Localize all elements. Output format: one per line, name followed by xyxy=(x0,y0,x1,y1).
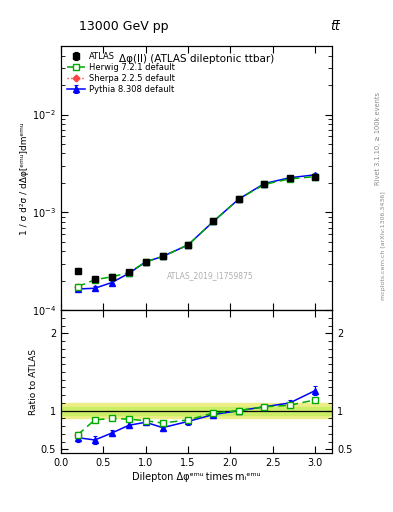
Herwig 7.2.1 default xyxy=(160,253,165,260)
Text: mcplots.cern.ch [arXiv:1306.3436]: mcplots.cern.ch [arXiv:1306.3436] xyxy=(382,191,386,300)
Herwig 7.2.1 default xyxy=(237,196,241,202)
Text: tt̅: tt̅ xyxy=(330,20,340,33)
Herwig 7.2.1 default xyxy=(92,276,97,283)
Line: Herwig 7.2.1 default: Herwig 7.2.1 default xyxy=(75,174,318,290)
Text: ATLAS_2019_I1759875: ATLAS_2019_I1759875 xyxy=(167,271,253,281)
Herwig 7.2.1 default xyxy=(313,174,318,180)
Bar xyxy=(61,403,332,418)
Herwig 7.2.1 default xyxy=(287,176,292,182)
Text: Rivet 3.1.10, ≥ 100k events: Rivet 3.1.10, ≥ 100k events xyxy=(375,92,381,185)
Legend: ATLAS, Herwig 7.2.1 default, Sherpa 2.2.5 default, Pythia 8.308 default: ATLAS, Herwig 7.2.1 default, Sherpa 2.2.… xyxy=(65,50,177,96)
Y-axis label: 1 / σ d²σ / dΔφ[ᵉᵐᵘ]dmᵉᵐᵘ: 1 / σ d²σ / dΔφ[ᵉᵐᵘ]dmᵉᵐᵘ xyxy=(20,122,29,234)
Herwig 7.2.1 default xyxy=(143,259,148,265)
Text: 13000 GeV pp: 13000 GeV pp xyxy=(79,20,168,33)
Herwig 7.2.1 default xyxy=(185,242,190,248)
Y-axis label: Ratio to ATLAS: Ratio to ATLAS xyxy=(29,349,38,415)
Herwig 7.2.1 default xyxy=(211,218,216,224)
Text: Δφ(ll) (ATLAS dileptonic ttbar): Δφ(ll) (ATLAS dileptonic ttbar) xyxy=(119,54,274,64)
X-axis label: Dilepton Δφᵉᵐᵘ times mᵢᵉᵐᵘ: Dilepton Δφᵉᵐᵘ times mᵢᵉᵐᵘ xyxy=(132,472,261,482)
Herwig 7.2.1 default xyxy=(109,274,114,280)
Bar xyxy=(61,407,332,415)
Herwig 7.2.1 default xyxy=(75,284,80,290)
Herwig 7.2.1 default xyxy=(127,270,131,276)
Herwig 7.2.1 default xyxy=(262,181,266,187)
